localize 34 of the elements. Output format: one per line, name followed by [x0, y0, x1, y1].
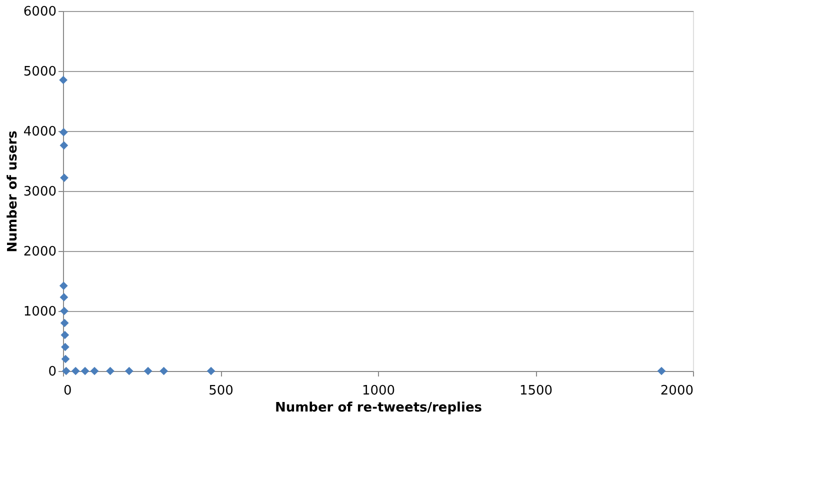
point [59, 282, 68, 290]
point [124, 366, 134, 376]
point [106, 366, 114, 376]
point [80, 366, 90, 376]
point [61, 354, 70, 364]
point [59, 76, 68, 84]
y-tick-label: 2000 [23, 244, 56, 260]
point [60, 318, 69, 328]
point [59, 128, 68, 136]
point [144, 366, 152, 376]
point [90, 366, 99, 376]
y-tick-label: 3000 [23, 184, 56, 200]
y-tick-label: 5000 [23, 64, 56, 80]
point [61, 342, 70, 352]
x-tick-label: 0 [64, 384, 72, 398]
point [206, 366, 216, 376]
x-axis-title: Number of re-tweets/replies [274, 400, 482, 416]
x-tick-label: 500 [208, 384, 234, 398]
point [60, 293, 68, 302]
point [60, 306, 68, 316]
x-tick-label: 2000 [660, 384, 694, 398]
point [657, 366, 666, 376]
y-axis-title: Number of users [5, 130, 20, 252]
y-tick-label: 1000 [23, 304, 56, 320]
x-tick-label: 1500 [519, 384, 553, 398]
point [160, 366, 168, 376]
y-tick-label: 0 [48, 364, 56, 380]
point [60, 141, 68, 150]
point [71, 366, 80, 376]
point [60, 174, 68, 182]
x-tick-label: 1000 [362, 384, 396, 398]
y-tick-label: 6000 [23, 4, 56, 20]
y-tick-label: 4000 [23, 124, 56, 140]
point [60, 330, 70, 340]
